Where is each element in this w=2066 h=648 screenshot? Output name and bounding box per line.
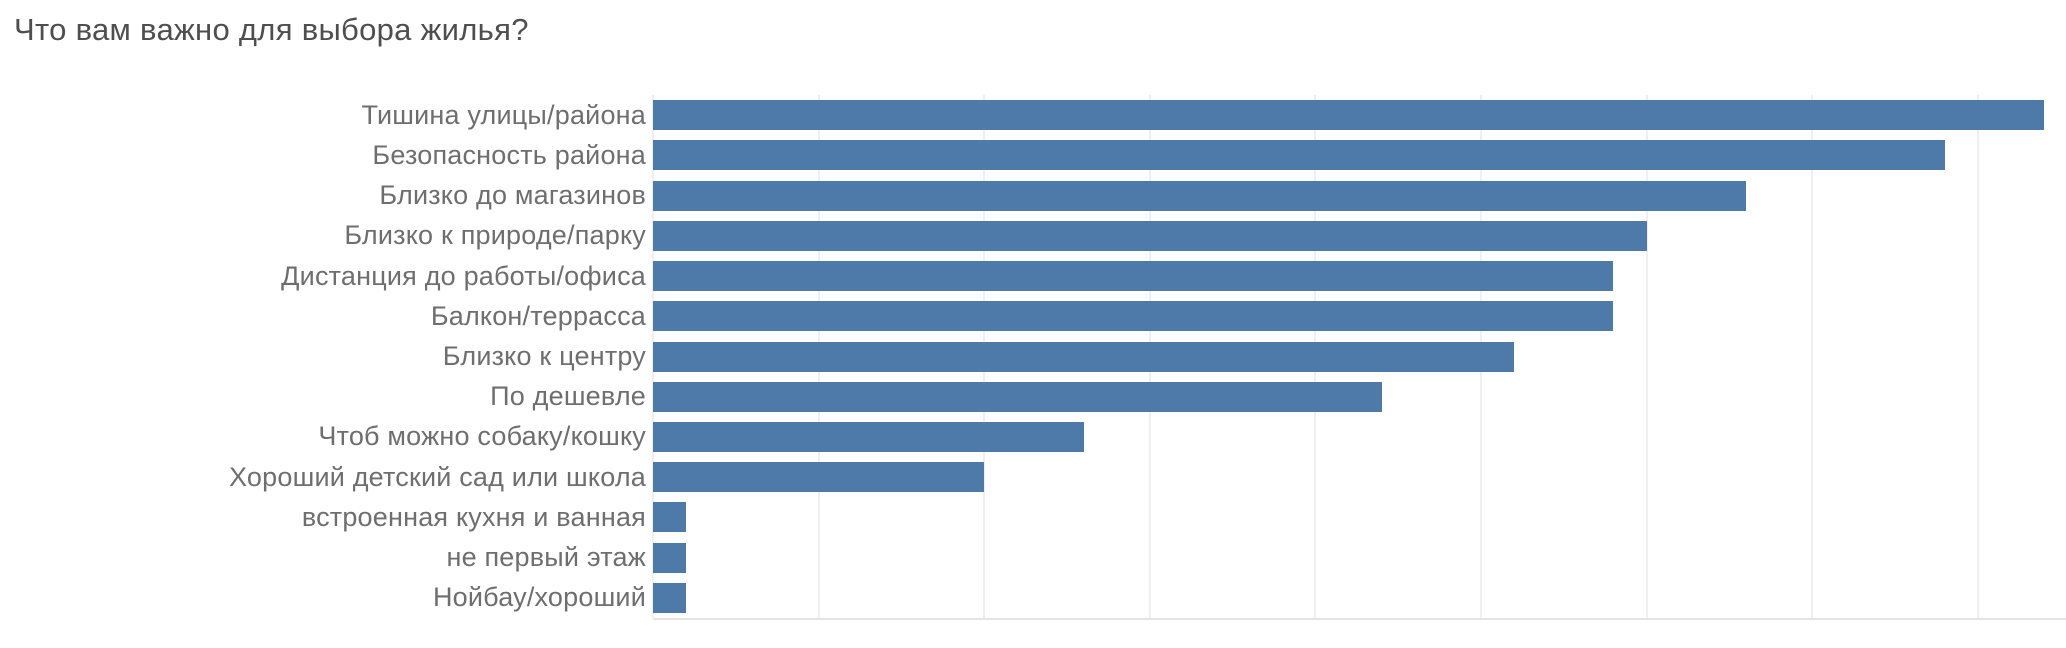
category-label: не первый этаж	[446, 542, 646, 573]
gridline	[1645, 95, 1648, 618]
category-label: Близко к природе/парку	[344, 220, 646, 251]
category-label: Хороший детский сад или школа	[229, 461, 646, 492]
bar[interactable]	[653, 542, 687, 573]
plot-area	[652, 95, 2066, 620]
gridline	[1976, 95, 1979, 618]
bar[interactable]	[653, 341, 1515, 372]
category-label: встроенная кухня и ванная	[301, 501, 646, 532]
category-label: Тишина улицы/района	[361, 99, 646, 130]
category-axis: Тишина улицы/района Безопасность района Бл…	[0, 95, 646, 618]
category-label: По дешевле	[490, 381, 646, 412]
bar[interactable]	[653, 180, 1746, 211]
bar[interactable]	[653, 220, 1647, 251]
category-label: Близко до магазинов	[379, 180, 646, 211]
category-label: Балкон/террасса	[430, 300, 646, 331]
bar[interactable]	[653, 462, 985, 493]
category-label: Дистанция до работы/офиса	[281, 260, 646, 291]
category-label: Нойбау/хороший	[432, 582, 646, 613]
bar[interactable]	[653, 140, 1945, 171]
bar[interactable]	[653, 100, 2045, 131]
bar[interactable]	[653, 261, 1614, 292]
gridline	[1811, 95, 1814, 618]
category-label: Безопасность района	[372, 139, 646, 170]
category-label: Близко к центру	[442, 340, 646, 371]
bar[interactable]	[653, 421, 1084, 452]
category-label: Чтоб можно собаку/кошку	[318, 421, 646, 452]
bar[interactable]	[653, 582, 687, 613]
bar[interactable]	[653, 301, 1614, 332]
bar[interactable]	[653, 502, 687, 533]
bar[interactable]	[653, 381, 1382, 412]
chart-title: Что вам важно для выбора жилья?	[14, 12, 529, 47]
